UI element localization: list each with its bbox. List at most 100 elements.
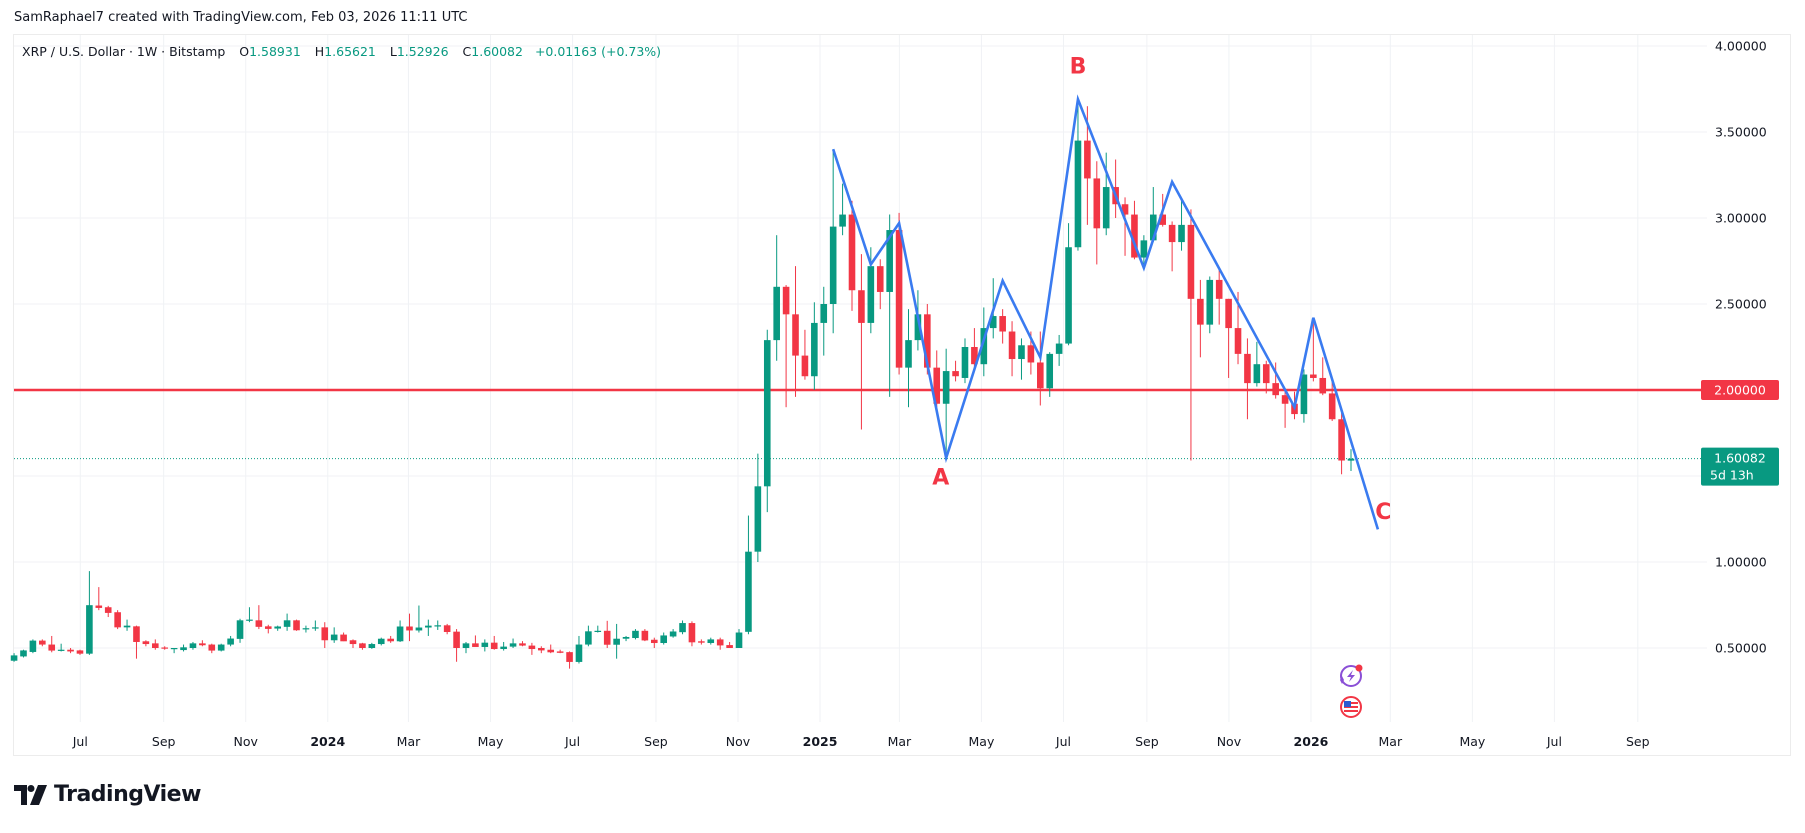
candle: [151, 639, 159, 650]
candle-body-down: [1197, 298, 1204, 325]
candle: [1074, 102, 1082, 251]
candle-body-up: [1074, 140, 1082, 248]
chart-pane[interactable]: [13, 34, 1791, 756]
candle: [1338, 410, 1345, 475]
low-value: 1.52926: [396, 44, 449, 59]
abc-wave-drawing[interactable]: A B C: [831, 55, 1391, 530]
candle: [839, 183, 846, 236]
candle-body-down: [142, 641, 150, 645]
candle: [67, 648, 74, 654]
candle-body-up: [914, 314, 922, 341]
candle-body-up: [1300, 374, 1308, 415]
candle: [538, 646, 545, 654]
event-markers[interactable]: [1340, 664, 1363, 718]
candle: [387, 635, 394, 643]
candles: [10, 102, 1355, 669]
candle: [999, 309, 1006, 344]
candle: [472, 635, 479, 647]
open-label: O: [239, 44, 250, 59]
candle-body-up: [707, 639, 715, 644]
candle-body-down: [39, 640, 46, 645]
candle-body-up: [396, 626, 404, 642]
candle-body-down: [603, 630, 611, 645]
candle-body-up: [86, 605, 93, 654]
candle: [1310, 317, 1317, 382]
candle-body-down: [114, 612, 121, 628]
symbol-title[interactable]: XRP / U.S. Dollar · 1W · Bitstamp: [22, 44, 226, 59]
candle: [650, 637, 658, 648]
time-axis[interactable]: Jul Sep Nov 2024 Mar May Jul Sep Nov 2025 Mar May Ju…: [72, 734, 1650, 749]
time-tick-label: Nov: [1217, 734, 1242, 749]
candle: [1131, 200, 1138, 260]
candle-body-down: [199, 643, 206, 646]
candle: [754, 453, 762, 562]
candle-body-up: [632, 630, 639, 639]
horizontal-level-line[interactable]: 2.00000: [14, 380, 1779, 400]
candle: [443, 623, 451, 635]
candle: [114, 610, 121, 630]
candle-body-down: [1310, 374, 1317, 378]
candle: [208, 643, 216, 654]
candle: [952, 360, 959, 382]
open-value: 1.58931: [249, 44, 301, 59]
candle-body-up: [867, 266, 875, 323]
candle-body-up: [236, 620, 244, 639]
candle: [434, 620, 442, 630]
change-value: +0.01163 (+0.73%): [534, 44, 662, 59]
price-tick-label: 2.50000: [1715, 297, 1767, 312]
candle: [368, 642, 376, 649]
candle: [1149, 187, 1157, 243]
last-price-badge: [1701, 447, 1779, 486]
high-label: H: [314, 44, 325, 59]
candle-body-down: [1121, 204, 1129, 215]
candle: [905, 309, 912, 408]
wave-label-a: A: [932, 466, 949, 491]
candle-body-up: [961, 347, 969, 378]
close-value: 1.60082: [471, 44, 523, 59]
candle-body-down: [971, 347, 978, 365]
candle-body-up: [29, 640, 37, 652]
candle: [669, 629, 677, 638]
candle: [76, 649, 84, 655]
price-tick-label: 1.00000: [1715, 555, 1767, 570]
time-tick-label: 2025: [803, 734, 838, 749]
time-tick-label: Sep: [152, 734, 176, 749]
candle-body-down: [104, 607, 112, 613]
candle-body-up: [886, 230, 893, 292]
candle-body-up: [377, 638, 385, 645]
candle: [1319, 357, 1327, 396]
candle-body-down: [1187, 224, 1195, 299]
candle: [603, 620, 611, 648]
candle-body-down: [792, 314, 799, 356]
candle-body-down: [1338, 419, 1345, 461]
candle: [716, 637, 724, 650]
candle: [227, 635, 234, 647]
candle-body-up: [462, 643, 470, 648]
candle: [566, 651, 573, 669]
candle-body-down: [556, 651, 564, 653]
candle-body-down: [133, 626, 140, 642]
candle-body-down: [264, 626, 272, 629]
candle-body-up: [1178, 224, 1185, 243]
candle: [10, 653, 18, 662]
candle: [236, 618, 244, 643]
candle-body-down: [848, 214, 856, 291]
tradingview-logo[interactable]: TradingView: [14, 782, 201, 807]
candle-body-down: [688, 623, 696, 643]
abc-wave-polyline[interactable]: [831, 94, 1380, 530]
us-economic-event-flag-icon[interactable]: [1340, 696, 1362, 718]
price-axis[interactable]: 4.00000 3.50000 3.00000 2.50000 1.00000 0.500…: [1701, 39, 1779, 656]
candle: [349, 639, 357, 648]
candle: [547, 644, 555, 654]
candle: [415, 605, 423, 633]
candle: [509, 638, 517, 648]
candle-body-down: [1037, 362, 1044, 389]
candle-body-up: [509, 643, 517, 647]
candle-body-down: [650, 639, 658, 644]
candle: [1168, 221, 1176, 272]
crypto-event-lightning-icon[interactable]: [1340, 664, 1363, 687]
candle-body-up: [594, 630, 602, 632]
sparkle: [1340, 676, 1344, 684]
candle: [961, 338, 969, 384]
